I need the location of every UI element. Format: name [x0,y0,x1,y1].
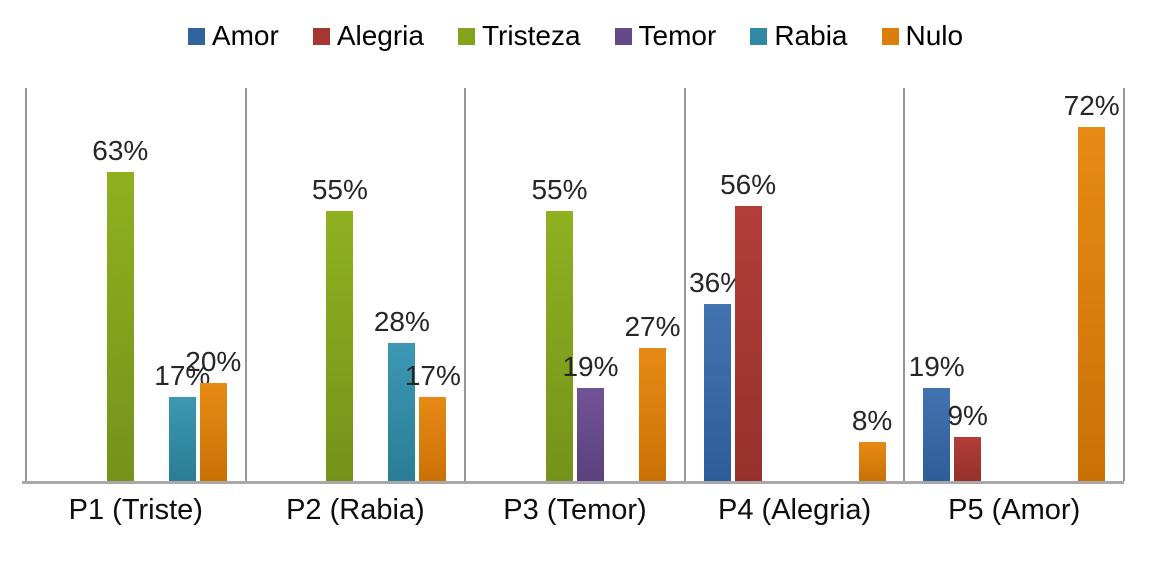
panel-separator-line [903,88,906,481]
bar-rabia-p2-rabia- [388,343,416,481]
bar-amor-p5-amor- [923,388,951,481]
legend-label: Temor [638,20,717,51]
x-axis-line [22,481,1124,484]
plot-left-border [25,88,27,481]
data-label-alegria-p4-alegria-: 56% [720,169,777,200]
category-label-p5-amor-: P5 (Amor) [948,494,1081,526]
legend-swatch-icon [750,27,768,45]
data-label-alegria-p5-amor-: 9% [947,400,988,431]
data-label-nulo-p3-temor-: 27% [624,311,681,342]
legend-swatch-icon [187,27,205,45]
data-label-tristeza-p1-triste-: 63% [92,135,149,166]
legend-item-temor: Temor [614,20,717,51]
legend-item-tristeza: Tristeza [457,20,581,51]
bar-nulo-p4-alegria- [858,442,886,481]
legend-item-nulo: Nulo [881,20,964,51]
legend-swatch-icon [312,27,330,45]
data-label-nulo-p5-amor-: 72% [1063,90,1120,121]
bar-tristeza-p2-rabia- [326,211,354,481]
category-label-p3-temor-: P3 (Temor) [503,494,647,526]
bar-alegria-p4-alegria- [734,206,762,481]
bar-nulo-p1-triste- [199,383,227,481]
legend-swatch-icon [614,27,632,45]
data-label-nulo-p4-alegria-: 8% [851,405,893,436]
data-label-rabia-p2-rabia-: 28% [373,306,430,337]
legend-label: Alegria [336,20,424,51]
category-label-p1-triste-: P1 (Triste) [68,494,203,526]
legend: Amor Alegria Tristeza Temor Rabia Nulo [0,22,1151,50]
data-label-nulo-p1-triste-: 20% [185,346,242,377]
data-label-nulo-p2-rabia-: 17% [404,360,461,391]
bar-temor-p3-temor- [577,388,604,481]
panel-separator-line [683,88,686,481]
category-label-p2-rabia-: P2 (Rabia) [286,494,425,526]
bar-nulo-p3-temor- [639,348,666,481]
legend-label: Rabia [774,20,848,51]
bar-nulo-p2-rabia- [419,397,447,481]
panel-separator-line [464,88,467,481]
data-label-amor-p5-amor-: 19% [908,351,965,382]
legend-swatch-icon [881,27,899,45]
bar-tristeza-p3-temor- [546,211,573,481]
bar-alegria-p5-amor- [954,437,982,481]
bar-rabia-p1-triste- [168,397,196,481]
plot-right-border [1123,88,1125,481]
legend-item-rabia: Rabia [750,20,848,51]
data-label-temor-p3-temor-: 19% [562,351,619,382]
legend-label: Amor [211,20,279,51]
data-label-tristeza-p3-temor-: 55% [531,174,588,205]
panel-separator-line [244,88,247,481]
legend-label: Nulo [905,20,964,51]
legend-label: Tristeza [481,20,581,51]
data-label-tristeza-p2-rabia-: 55% [311,174,368,205]
bar-tristeza-p1-triste- [106,172,134,481]
bar-amor-p4-alegria- [703,304,731,481]
legend-item-amor: Amor [187,20,279,51]
legend-item-alegria: Alegria [312,20,424,51]
legend-swatch-icon [457,27,475,45]
category-label-p4-alegria-: P4 (Alegria) [718,494,872,526]
bar-nulo-p5-amor- [1078,127,1106,481]
